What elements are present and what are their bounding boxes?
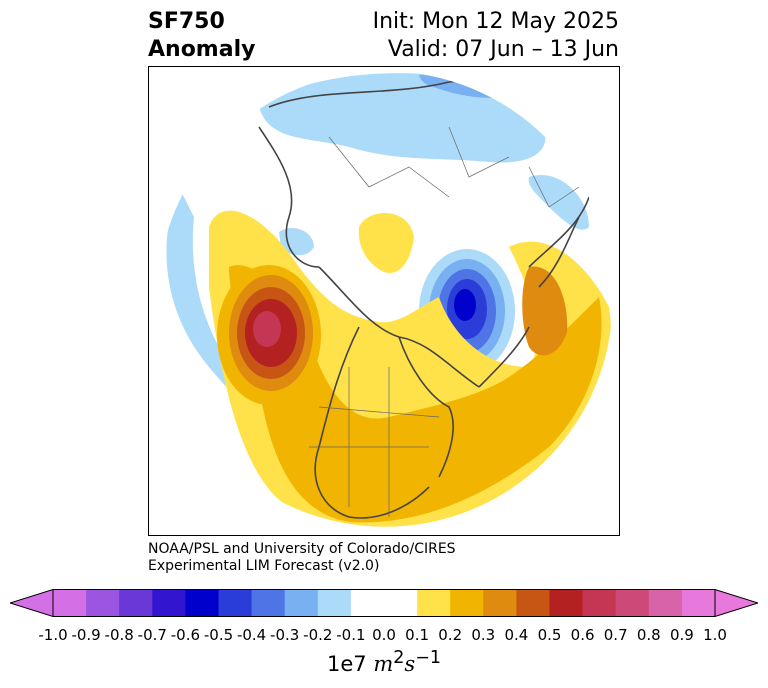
map-title: SF750 Anomaly (148, 8, 255, 64)
forecast-dates: Init: Mon 12 May 2025 Valid: 07 Jun – 13… (373, 8, 619, 64)
credit-text: NOAA/PSL and University of Colorado/CIRE… (148, 541, 456, 575)
units-exp-2: −1 (415, 648, 441, 668)
init-date: Init: Mon 12 May 2025 (372, 9, 619, 34)
colorbar-tick-label: -0.3 (270, 626, 300, 644)
colorbar-extend-max (714, 589, 758, 617)
colorbar-cell (417, 589, 451, 617)
positive-anomaly-north-america-2 (229, 265, 602, 523)
colorbar-tick-label: -0.2 (303, 626, 333, 644)
colorbar-cell (384, 589, 418, 617)
colorbar-cell (582, 589, 617, 617)
colorbar-tick-label: 0.2 (438, 626, 463, 644)
colorbar-tick-label: -0.8 (104, 626, 134, 644)
units-prefix: 1e7 (327, 652, 367, 676)
colorbar-cell (317, 589, 352, 617)
colorbar-tick-label: -0.7 (137, 626, 167, 644)
credit-line-2: Experimental LIM Forecast (v2.0) (148, 558, 380, 574)
colorbar-cell (681, 589, 716, 617)
colorbar-tick-label: 0.6 (570, 626, 595, 644)
negative-anomaly-atlantic-5 (454, 289, 476, 321)
colorbar-outline (52, 589, 716, 617)
colorbar-tick-label: -0.6 (170, 626, 201, 644)
colorbar-cell (549, 589, 584, 617)
positive-anomaly-arctic (358, 213, 414, 273)
colorbar-tick-label: 1.0 (703, 626, 727, 644)
colorbar-tick-label: -1.0 (38, 626, 68, 644)
borders (309, 126, 580, 517)
colorbar-tick-label: 0.5 (537, 626, 562, 644)
field-name: Anomaly (148, 37, 256, 62)
colorbar-cell (450, 589, 484, 617)
colorbar-cell (284, 589, 319, 617)
colorbar-cell (350, 589, 385, 617)
colorbar-cell (185, 589, 219, 617)
units-base-1: m (373, 652, 394, 676)
variable-name: SF750 (148, 9, 225, 34)
colorbar-tick-label: 0.9 (669, 626, 694, 644)
positive-anomaly-pacific-5 (253, 311, 281, 347)
colorbar-tick-label: 0.7 (603, 626, 628, 644)
colorbar-cell (152, 589, 186, 617)
colorbar-cell (615, 589, 650, 617)
positive-anomaly-atlantic-east (522, 266, 568, 356)
units-base-2: s (404, 652, 416, 676)
colorbar-tick-label: 0.3 (471, 626, 496, 644)
colorbar-cell (516, 589, 550, 617)
colorbar-tick-label: -0.5 (203, 626, 234, 644)
map-panel (148, 66, 620, 536)
colorbar-units: 1e7 m2s−1 (0, 648, 768, 676)
colorbar-cell (251, 589, 286, 617)
anomaly-map (156, 70, 614, 528)
colorbar-tick-label: 0.1 (405, 626, 430, 644)
colorbar-tick-label: 0.8 (636, 626, 661, 644)
colorbar-tick-label: -0.4 (236, 626, 267, 644)
valid-dates: Valid: 07 Jun – 13 Jun (387, 37, 619, 62)
negative-anomaly-small (279, 227, 314, 256)
colorbar-cell (218, 589, 253, 617)
colorbar-cell (483, 589, 517, 617)
colorbar (10, 589, 758, 617)
colorbar-cell (648, 589, 683, 617)
units-exp-1: 2 (393, 648, 405, 668)
colorbar-cell (119, 589, 153, 617)
colorbar-tick-label: -0.1 (336, 626, 366, 644)
colorbar-cell (53, 589, 87, 617)
colorbar-ticks: -1.0 -0.9 -0.8 -0.7 -0.6 -0.5 -0.4 -0.3 -0.2 -0.1… (0, 626, 768, 646)
colorbar-tick-label: -0.9 (71, 626, 101, 644)
credit-line-1: NOAA/PSL and University of Colorado/CIRE… (148, 541, 456, 557)
colorbar-extend-min (10, 589, 54, 617)
globe-edge (156, 70, 614, 528)
colorbar-tick-label: 0.0 (372, 626, 396, 644)
negative-anomaly-asia-east (528, 175, 589, 230)
colorbar-tick-label: 0.4 (504, 626, 529, 644)
colorbar-cell (86, 589, 120, 617)
